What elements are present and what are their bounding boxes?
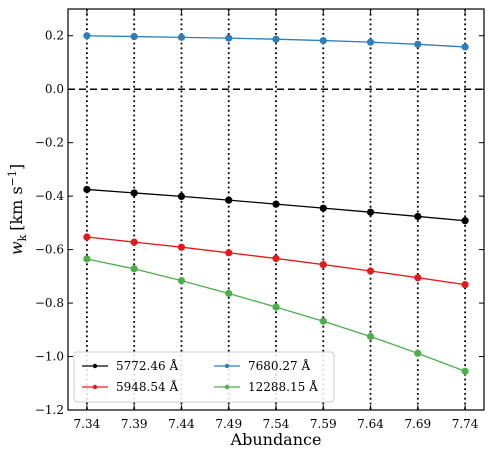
x-tick-label-4: 7.54 xyxy=(263,417,290,431)
data-point-s0-5 xyxy=(319,204,327,212)
x-axis-label: Abundance xyxy=(230,430,322,449)
data-point-s1-3 xyxy=(225,249,233,257)
x-tick-label-3: 7.49 xyxy=(215,417,242,431)
legend-marker-1 xyxy=(92,384,98,390)
legend-label-0: 5772.46 Å xyxy=(116,358,178,373)
tick-marks xyxy=(68,9,484,411)
legend-marker-3 xyxy=(224,384,230,390)
x-tick-label-1: 7.39 xyxy=(121,417,148,431)
y-axis-label: wk[km s−1] xyxy=(6,164,29,255)
data-point-s1-6 xyxy=(366,267,375,275)
data-point-s0-8 xyxy=(461,217,469,225)
legend-box xyxy=(73,351,335,403)
y-tick-label-6: 0.0 xyxy=(45,82,64,96)
y-tick-label-2: −0.8 xyxy=(35,296,64,310)
data-point-s0-6 xyxy=(366,208,375,216)
data-point-s2-1 xyxy=(130,32,138,41)
x-tick-label-0: 7.34 xyxy=(74,417,101,431)
data-point-s3-5 xyxy=(319,317,327,325)
data-point-s2-8 xyxy=(461,43,469,51)
data-point-s0-2 xyxy=(177,192,186,201)
data-point-s3-3 xyxy=(225,289,233,298)
data-point-s0-3 xyxy=(225,196,233,204)
data-point-s2-4 xyxy=(272,35,280,43)
data-point-s3-6 xyxy=(366,332,375,341)
legend-label-3: 12288.15 Å xyxy=(248,379,318,394)
data-point-s3-7 xyxy=(414,349,422,357)
legend-marker-0 xyxy=(92,363,98,369)
x-tick-label-5: 7.59 xyxy=(310,417,337,431)
data-point-s3-0 xyxy=(83,255,91,263)
data-point-s2-6 xyxy=(366,38,375,46)
data-point-s0-0 xyxy=(83,185,91,194)
y-tick-label-0: −1.2 xyxy=(35,403,64,417)
data-point-s2-5 xyxy=(319,36,327,45)
x-tick-label-6: 7.64 xyxy=(357,417,384,431)
data-point-s1-5 xyxy=(319,260,327,269)
y-tick-label-1: −1.0 xyxy=(35,350,64,364)
data-point-s3-8 xyxy=(461,367,469,375)
x-tick-label-7: 7.69 xyxy=(404,417,431,431)
data-point-s2-3 xyxy=(225,34,233,42)
data-point-s0-4 xyxy=(272,200,280,208)
x-tick-label-8: 7.74 xyxy=(452,417,479,431)
data-point-s0-7 xyxy=(414,212,422,221)
x-tick-label-2: 7.44 xyxy=(168,417,195,431)
data-point-s2-2 xyxy=(177,33,186,41)
data-point-s1-0 xyxy=(83,233,91,241)
data-point-s1-8 xyxy=(461,281,469,289)
data-point-s3-2 xyxy=(177,277,186,285)
y-tick-label-4: −0.4 xyxy=(35,189,65,203)
legend-label-1: 5948.54 Å xyxy=(116,379,178,394)
data-point-s2-0 xyxy=(83,32,91,40)
data-point-s1-7 xyxy=(414,274,422,282)
legend-label-2: 7680.27 Å xyxy=(248,358,310,373)
data-point-s1-1 xyxy=(130,238,138,246)
y-tick-label-5: −0.2 xyxy=(35,136,64,150)
data-point-s0-1 xyxy=(130,189,138,197)
plot-area xyxy=(68,9,484,410)
y-tick-label-3: −0.6 xyxy=(35,243,64,257)
data-point-s3-1 xyxy=(130,265,138,273)
tick-labels: 7.34 7.39 7.44 7.49 7.54 7.59 7.64 7.69 7.74 −1.2… xyxy=(35,29,479,431)
data-point-s1-4 xyxy=(272,254,280,263)
data-point-s1-2 xyxy=(177,243,186,251)
data-point-s2-7 xyxy=(414,40,422,48)
y-tick-label-7: 0.2 xyxy=(45,29,64,43)
data-point-s3-4 xyxy=(272,303,280,311)
legend-marker-2 xyxy=(224,363,230,369)
legend: 5772.46 Å 5948.54 Å 7680.27 Å 12288.15 Å xyxy=(73,351,335,403)
